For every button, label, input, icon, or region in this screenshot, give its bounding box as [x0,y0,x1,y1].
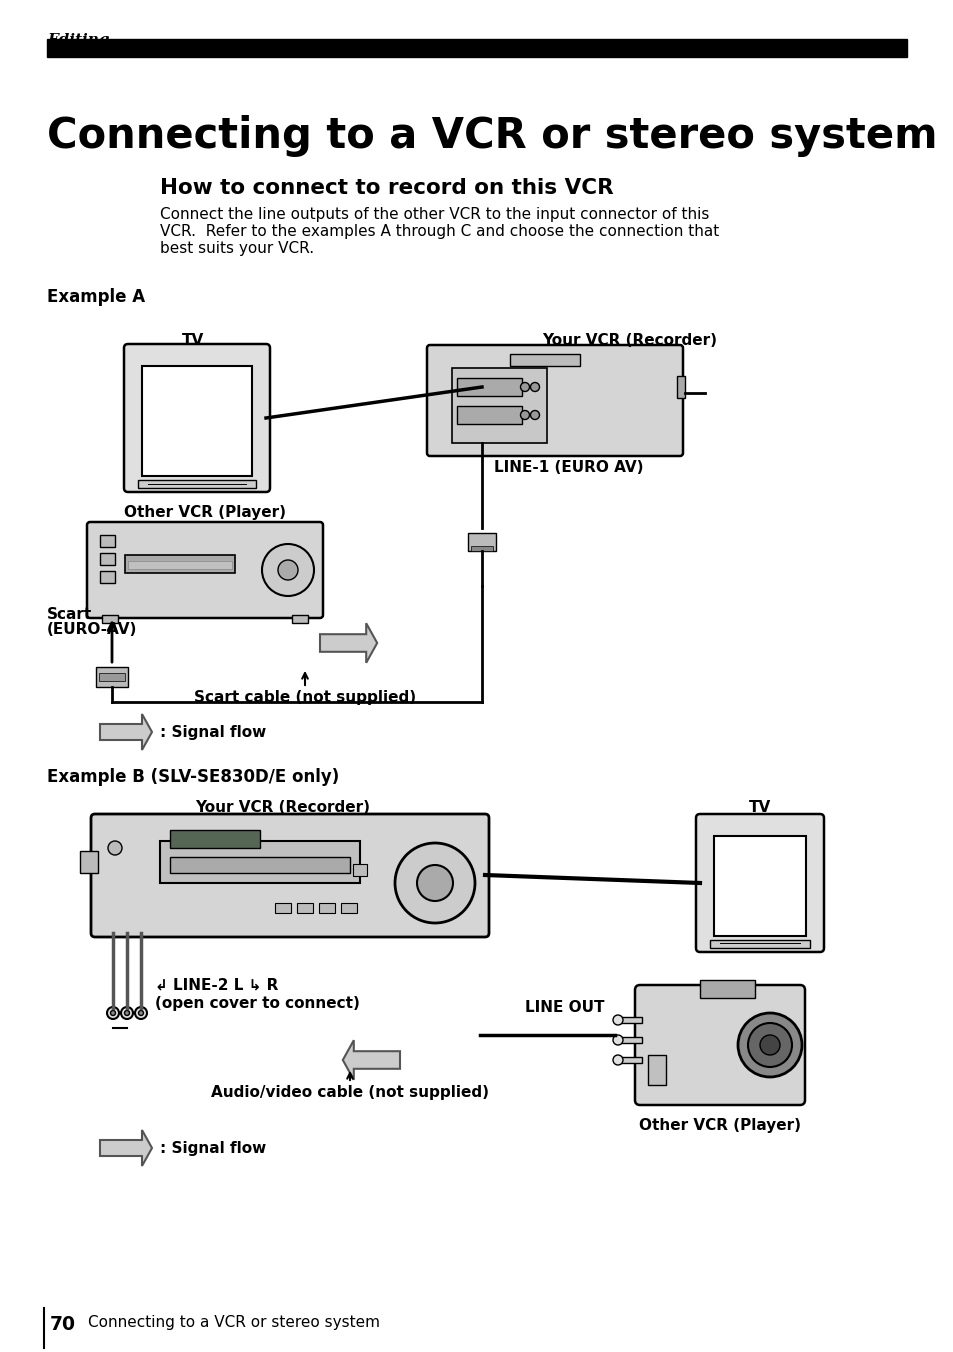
Bar [468,533,496,552]
Polygon shape [342,1040,399,1080]
Bar [296,903,313,913]
Bar [47,39,906,57]
Bar [700,980,754,998]
FancyBboxPatch shape [124,343,270,492]
Text: : Signal flow: : Signal flow [160,725,266,740]
Text: Connecting to a VCR or stereo system: Connecting to a VCR or stereo system [88,1315,379,1330]
Bar [125,556,234,573]
Circle shape [125,1010,130,1015]
Text: Audio/video cable (not supplied): Audio/video cable (not supplied) [211,1086,489,1101]
Circle shape [395,844,475,923]
Text: LINE-1 (EURO AV): LINE-1 (EURO AV) [494,461,643,476]
Circle shape [613,1055,622,1065]
Text: LINE OUT: LINE OUT [525,1000,604,1015]
Bar [292,615,308,623]
Bar [80,850,98,873]
Circle shape [613,1015,622,1025]
Bar [96,667,128,687]
Text: VCR.  Refer to the examples A through C and choose the connection that: VCR. Refer to the examples A through C a… [160,224,719,239]
Bar [353,864,367,876]
Text: Scart cable (not supplied): Scart cable (not supplied) [193,690,416,704]
Circle shape [138,1010,143,1015]
Text: best suits your VCR.: best suits your VCR. [160,241,314,256]
Circle shape [530,383,539,392]
Text: TV: TV [182,333,204,347]
Bar [452,368,546,443]
Text: Your VCR (Recorder): Your VCR (Recorder) [195,800,370,815]
Bar [170,830,260,848]
FancyBboxPatch shape [91,814,489,937]
Circle shape [520,383,529,392]
Polygon shape [100,1130,152,1165]
Text: (open cover to connect): (open cover to connect) [154,996,359,1011]
Text: Example A: Example A [47,288,145,306]
Circle shape [520,411,529,419]
Text: Other VCR (Player): Other VCR (Player) [124,506,286,521]
Polygon shape [319,623,376,662]
Text: Editing: Editing [47,32,110,47]
Bar [647,1055,665,1086]
Polygon shape [100,714,152,750]
Text: Other VCR (Player): Other VCR (Player) [639,1118,801,1133]
Text: : Signal flow: : Signal flow [160,1141,266,1156]
Bar [160,841,359,883]
Circle shape [111,1010,115,1015]
Bar [274,903,291,913]
Circle shape [107,1007,119,1019]
Bar [340,903,356,913]
Text: Connect the line outputs of the other VCR to the input connector of this: Connect the line outputs of the other VC… [160,207,709,222]
Bar [100,571,115,583]
Circle shape [613,1036,622,1045]
Circle shape [262,544,314,596]
Circle shape [108,841,122,854]
Bar [510,354,579,366]
Bar [100,553,115,565]
Text: Connecting to a VCR or stereo system: Connecting to a VCR or stereo system [47,115,937,157]
Circle shape [135,1007,147,1019]
Text: TV: TV [748,800,770,815]
Bar [456,406,521,425]
Bar [709,940,809,948]
Circle shape [530,411,539,419]
Bar [138,480,255,488]
Bar [456,379,521,396]
Circle shape [747,1023,791,1067]
Circle shape [738,1013,801,1078]
Bar [100,535,115,548]
Bar [619,1017,641,1023]
Circle shape [760,1036,780,1055]
Text: 70: 70 [50,1315,76,1334]
Text: ↲ LINE-2 L ↳ R: ↲ LINE-2 L ↳ R [154,977,278,992]
Bar [128,561,232,569]
Bar [142,366,252,476]
Circle shape [277,560,297,580]
Circle shape [416,865,453,900]
Bar [713,836,805,936]
Text: (EURO-AV): (EURO-AV) [47,622,137,637]
Text: Scart: Scart [47,607,92,622]
Bar [170,857,350,873]
FancyBboxPatch shape [87,522,323,618]
Text: Your VCR (Recorder): Your VCR (Recorder) [542,333,717,347]
FancyBboxPatch shape [635,986,804,1105]
Text: Example B (SLV-SE830D/E only): Example B (SLV-SE830D/E only) [47,768,339,786]
Bar [619,1037,641,1042]
Bar [99,673,125,681]
Bar [619,1057,641,1063]
Bar [471,546,493,552]
Bar [102,615,118,623]
Bar [677,376,684,397]
FancyBboxPatch shape [696,814,823,952]
Circle shape [121,1007,132,1019]
Text: How to connect to record on this VCR: How to connect to record on this VCR [160,178,613,197]
Bar [318,903,335,913]
FancyBboxPatch shape [427,345,682,456]
